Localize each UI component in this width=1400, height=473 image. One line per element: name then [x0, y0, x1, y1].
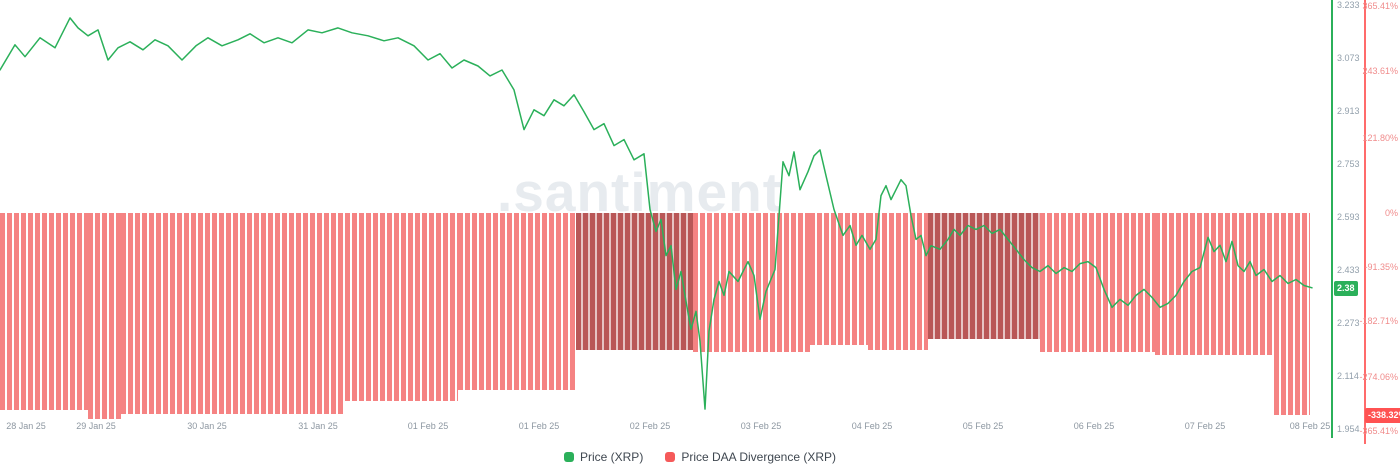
- divergence-axis-line: [1364, 0, 1366, 444]
- daa-divergence-bar-segment: [693, 213, 810, 352]
- x-axis-tick-label: 30 Jan 25: [187, 421, 227, 431]
- chart-plot-area[interactable]: [0, 0, 1331, 436]
- price-axis-tick-label: 2.433: [1337, 265, 1360, 275]
- daa-divergence-bar-segment: [345, 213, 458, 401]
- price-axis-tick-label: 2.753: [1337, 159, 1360, 169]
- x-axis-tick-label: 04 Feb 25: [851, 421, 893, 431]
- daa-divergence-bar-segment: [868, 213, 928, 351]
- divergence-axis-tick-label: 243.61%: [1362, 66, 1398, 76]
- price-axis-tick-label: 2.114: [1337, 371, 1359, 381]
- chart-legend: Price (XRP) Price DAA Divergence (XRP): [0, 447, 1400, 467]
- price-current-badge: 2.38: [1334, 280, 1358, 296]
- price-axis-tick-label: 1.954: [1337, 424, 1360, 434]
- daa-divergence-legend-swatch: [665, 452, 676, 462]
- legend-item-daa-divergence[interactable]: Price DAA Divergence (XRP): [665, 450, 836, 464]
- daa-divergence-bar-segment: [121, 213, 345, 415]
- divergence-axis-tick-label: 0%: [1384, 208, 1398, 218]
- price-axis-tick-label: 3.233: [1337, 0, 1360, 10]
- x-axis-tick-label: 01 Feb 25: [518, 421, 560, 431]
- x-axis-tick-label: 02 Feb 25: [629, 421, 671, 431]
- x-axis-tick-label: 03 Feb 25: [740, 421, 782, 431]
- daa-divergence-bar-segment: [928, 213, 1040, 339]
- x-axis-tick-label: 29 Jan 25: [76, 421, 116, 431]
- x-axis-tick-label: 28 Jan 25: [6, 421, 46, 431]
- price-legend-label: Price (XRP): [579, 450, 644, 464]
- daa-divergence-bar-segment: [576, 213, 693, 351]
- daa-divergence-legend-label: Price DAA Divergence (XRP): [681, 450, 837, 464]
- daa-divergence-bar-segment: [0, 213, 88, 410]
- divergence-axis-tick-label: -365.41%: [1359, 426, 1398, 436]
- x-axis-tick-label: 08 Feb 25: [1289, 421, 1331, 431]
- x-axis-tick-label: 05 Feb 25: [962, 421, 1004, 431]
- x-axis-tick-label: 07 Feb 25: [1184, 421, 1226, 431]
- divergence-axis-tick-label: 365.41%: [1362, 1, 1398, 11]
- price-legend-swatch: [563, 452, 574, 462]
- divergence-axis-tick-label: -91.35%: [1364, 262, 1398, 272]
- divergence-axis-tick-label: -274.06%: [1359, 372, 1398, 382]
- daa-divergence-bar-segment: [458, 213, 576, 391]
- price-axis-tick-label: 3.073: [1337, 53, 1360, 63]
- daa-divergence-bar-segment: [810, 213, 868, 345]
- x-axis-tick-label: 01 Feb 25: [407, 421, 449, 431]
- daa-divergence-bar-segment: [1274, 213, 1310, 415]
- price-axis-line: [1331, 0, 1333, 438]
- daa-divergence-bar-segment: [1155, 213, 1274, 355]
- price-axis-tick-label: 2.913: [1337, 106, 1360, 116]
- price-axis-tick-label: 2.593: [1337, 212, 1360, 222]
- price-axis-tick-label: 2.273: [1337, 318, 1360, 328]
- divergence-axis-tick-label: -182.71%: [1359, 316, 1398, 326]
- legend-item-price[interactable]: Price (XRP): [563, 450, 644, 464]
- x-axis-tick-label: 31 Jan 25: [298, 421, 338, 431]
- divergence-axis-tick-label: 121.80%: [1362, 133, 1398, 143]
- daa-divergence-bar-segment: [1040, 213, 1155, 352]
- x-axis-tick-label: 06 Feb 25: [1073, 421, 1115, 431]
- daa-divergence-bar-segment: [88, 213, 121, 419]
- divergence-current-badge: -338.32%: [1365, 407, 1400, 423]
